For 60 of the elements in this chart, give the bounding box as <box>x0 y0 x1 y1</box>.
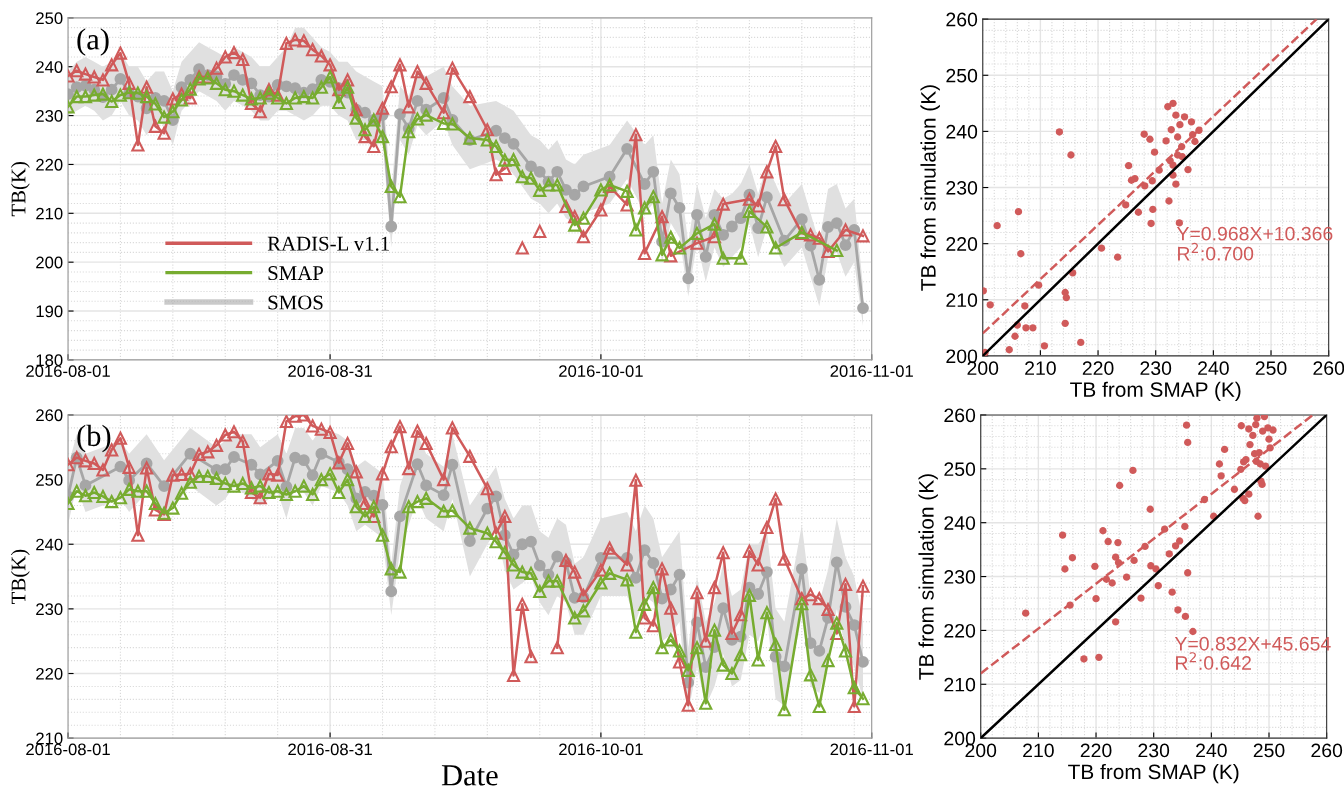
y-tick-label: 210 <box>36 207 63 220</box>
annotation: (a) <box>77 28 109 56</box>
annotation: R$^{2}$:0.642 <box>1176 652 1251 670</box>
y-tick-label: 250 <box>946 68 978 83</box>
y-tick-label: 210 <box>946 293 978 308</box>
x-tick-label: 220 <box>1080 743 1112 758</box>
x-axis-title: Date <box>441 765 498 786</box>
y-axis-title: TB(K) <box>10 549 30 604</box>
y-tick-label: 250 <box>36 12 63 25</box>
x-axis-title: TB from SMAP (K) <box>1068 763 1239 784</box>
y-tick-label: 220 <box>946 237 978 251</box>
x-tick-label: 2016-10-01 <box>559 365 643 377</box>
x-tick-label: 2016-08-01 <box>26 743 110 756</box>
y-tick-label: 240 <box>946 124 978 139</box>
y-tick-label: 200 <box>36 256 63 269</box>
x-tick-label: 260 <box>1311 743 1343 758</box>
y-tick-label: 260 <box>36 409 63 422</box>
y-tick-label: 260 <box>944 408 976 423</box>
x-tick-label: 230 <box>1138 743 1170 758</box>
x-tick-label: 2016-08-31 <box>288 365 372 377</box>
y-tick-label: 240 <box>36 538 63 551</box>
y-axis-title: TB from simulation (K) <box>918 474 938 680</box>
x-tick-label: 240 <box>1198 361 1229 376</box>
y-tick-label: 210 <box>36 732 63 745</box>
y-tick-label: 250 <box>944 462 976 477</box>
x-tick-label: 250 <box>1253 743 1285 758</box>
y-tick-label: 240 <box>36 61 63 73</box>
y-tick-label: 220 <box>36 667 63 680</box>
y-tick-label: 230 <box>944 570 976 584</box>
y-tick-label: 240 <box>944 516 976 530</box>
legend-label: SMAP <box>268 266 324 281</box>
legend-label: RADIS-L v1.1 <box>267 236 389 251</box>
annotation: (b) <box>77 424 111 453</box>
x-tick-label: 220 <box>1082 361 1114 376</box>
y-tick-label: 230 <box>946 181 978 195</box>
x-tick-label: 230 <box>1140 361 1172 376</box>
x-tick-label: 2016-11-01 <box>830 743 913 756</box>
y-tick-label: 220 <box>944 623 976 638</box>
y-tick-label: 210 <box>944 677 976 692</box>
y-axis-title: TB from simulation (K) <box>920 85 940 291</box>
y-tick-label: 250 <box>36 474 63 486</box>
x-tick-label: 2016-11-01 <box>830 365 913 377</box>
x-tick-label: 2016-10-01 <box>559 743 643 756</box>
y-axis-title: TB(K) <box>10 162 30 217</box>
x-tick-label: 240 <box>1196 743 1227 758</box>
x-tick-label: 250 <box>1255 361 1287 376</box>
x-axis-title: TB from SMAP (K) <box>1070 381 1241 402</box>
y-tick-label: 180 <box>36 354 63 367</box>
legend-label: SMOS <box>268 295 323 310</box>
annotation: R$^{2}$:0.700 <box>1178 242 1254 261</box>
y-tick-label: 230 <box>36 110 63 122</box>
y-tick-label: 260 <box>946 12 978 27</box>
x-tick-label: 210 <box>1025 361 1056 376</box>
x-tick-label: 260 <box>1313 361 1344 376</box>
x-tick-label: 2016-08-31 <box>288 743 372 756</box>
x-tick-label: 2016-08-01 <box>26 365 110 377</box>
y-tick-label: 190 <box>36 305 63 318</box>
y-tick-label: 230 <box>36 603 63 616</box>
y-tick-label: 220 <box>36 158 63 171</box>
x-tick-label: 210 <box>1023 743 1054 758</box>
